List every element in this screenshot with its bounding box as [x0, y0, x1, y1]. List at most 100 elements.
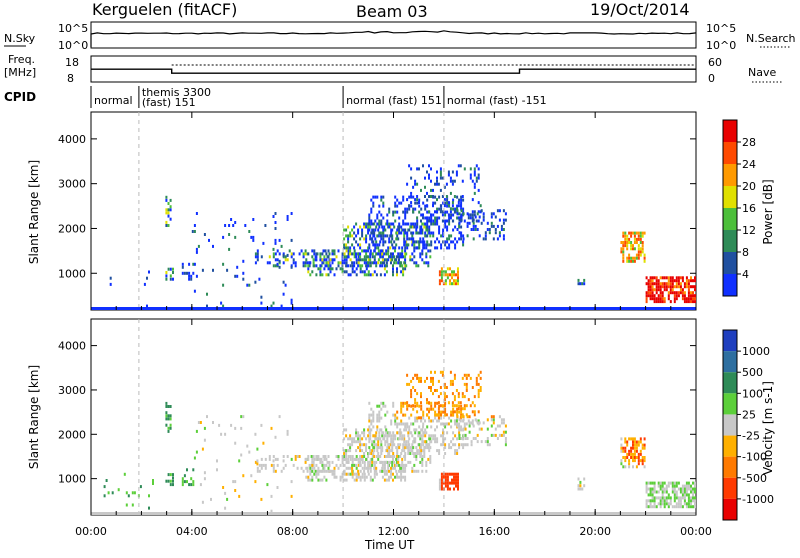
- data-cell: [381, 231, 384, 235]
- data-cell: [412, 407, 415, 411]
- data-cell: [399, 428, 402, 432]
- data-cell: [375, 431, 378, 435]
- data-cell: [447, 170, 450, 174]
- data-cell: [396, 198, 399, 202]
- data-cell: [343, 258, 346, 262]
- data-cell: [657, 481, 660, 485]
- data-cell: [677, 481, 680, 485]
- data-cell: [319, 460, 322, 464]
- data-cell: [380, 449, 383, 453]
- data-cell: [357, 472, 360, 476]
- data-cell: [167, 267, 170, 271]
- data-cell: [286, 253, 289, 257]
- data-cell: [426, 446, 429, 450]
- data-cell: [424, 428, 427, 432]
- data-cell: [655, 285, 658, 289]
- data-cell: [345, 455, 348, 458]
- data-cell: [651, 481, 654, 485]
- data-cell: [659, 294, 662, 298]
- data-cell: [365, 252, 368, 256]
- data-cell: [458, 231, 461, 235]
- data-cell: [355, 472, 358, 476]
- data-cell: [272, 252, 275, 256]
- data-cell: [628, 452, 631, 456]
- data-cell: [394, 422, 397, 426]
- data-cell: [351, 437, 354, 441]
- data-cell: [238, 494, 241, 498]
- data-cell: [440, 475, 443, 479]
- data-cell: [407, 440, 410, 444]
- data-cell: [441, 370, 444, 374]
- data-cell: [477, 219, 480, 223]
- data-cell: [313, 457, 316, 461]
- data-cell: [152, 482, 154, 485]
- data-cell: [411, 225, 414, 229]
- data-cell: [361, 264, 364, 268]
- data-cell: [421, 231, 424, 235]
- data-cell: [665, 502, 668, 506]
- data-cell: [455, 273, 457, 277]
- data-cell: [402, 228, 405, 232]
- data-cell: [131, 503, 134, 507]
- data-cell: [376, 234, 379, 238]
- data-cell: [304, 249, 307, 253]
- data-cell: [444, 243, 447, 247]
- data-cell: [490, 212, 493, 216]
- data-cell: [690, 487, 692, 491]
- data-cell: [626, 443, 629, 447]
- data-cell: [341, 457, 344, 461]
- data-cell: [408, 207, 411, 211]
- data-cell: [389, 255, 392, 259]
- data-cell: [673, 484, 676, 488]
- data-cell: [632, 231, 634, 235]
- data-cell: [639, 247, 642, 251]
- data-cell: [444, 240, 447, 244]
- data-cell: [341, 475, 344, 479]
- data-cell: [655, 276, 658, 280]
- data-cell: [260, 255, 263, 259]
- data-cell: [327, 469, 330, 473]
- freq-strip: Freq. [MHz] 18 8 60 0 Nave: [4, 53, 782, 85]
- data-cell: [653, 502, 656, 506]
- data-cell: [679, 487, 682, 491]
- data-cell: [385, 478, 388, 482]
- data-cell: [355, 255, 358, 259]
- data-cell: [355, 475, 358, 479]
- data-cell: [492, 415, 495, 419]
- data-cell: [492, 418, 495, 422]
- data-cell: [407, 452, 410, 455]
- data-cell: [633, 437, 636, 441]
- data-cell: [250, 474, 253, 478]
- data-cell: [457, 392, 460, 396]
- data-cell: [272, 466, 275, 470]
- data-cell: [632, 256, 634, 260]
- data-cell: [463, 407, 466, 411]
- data-cell: [657, 288, 660, 292]
- data-cell: [260, 466, 263, 470]
- data-cell: [458, 437, 461, 440]
- data-cell: [226, 497, 229, 501]
- data-cell: [327, 249, 330, 253]
- data-cell: [459, 419, 462, 423]
- data-cell: [408, 443, 411, 447]
- data-cell: [421, 460, 424, 464]
- data-cell: [390, 440, 393, 444]
- data-cell: [460, 209, 463, 213]
- data-cell: [329, 270, 332, 274]
- data-cell: [345, 472, 348, 476]
- data-cell: [675, 294, 678, 298]
- y-tick-label: 2000: [58, 428, 86, 441]
- data-cell: [426, 401, 428, 405]
- data-cell: [379, 249, 382, 253]
- data-cell: [315, 273, 318, 277]
- data-cell: [148, 506, 150, 510]
- data-cell: [388, 475, 390, 479]
- data-cell: [408, 382, 411, 386]
- data-cell: [630, 446, 633, 450]
- data-cell: [653, 300, 656, 304]
- data-cell: [649, 490, 652, 494]
- data-cell: [392, 437, 395, 441]
- data-cell: [498, 424, 501, 428]
- data-cell: [203, 471, 206, 475]
- data-cell: [167, 214, 170, 218]
